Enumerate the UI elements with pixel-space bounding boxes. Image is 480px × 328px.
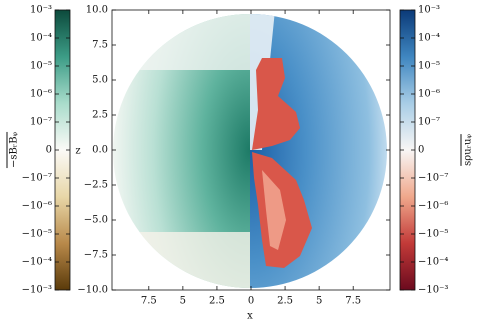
colorbar-tick-label: 10⁻⁵	[418, 61, 440, 72]
colorbar-tick-label: −10⁻⁷	[418, 173, 448, 184]
y-tick-label: 5.0	[92, 75, 108, 86]
colorbar-tick-label: 10⁻⁶	[418, 89, 440, 100]
colorbar-label: sρuᵣuᵩ	[463, 134, 474, 166]
colorbar-tick-label: −10⁻³	[418, 285, 448, 296]
y-tick-label: 10.0	[86, 5, 108, 16]
colorbar-tick-label: −10⁻⁷	[22, 173, 52, 184]
red-plume-light	[262, 170, 286, 250]
red-plume-top	[252, 58, 300, 150]
colorbar-tick-label: 10⁻⁷	[30, 117, 52, 128]
colorbar-label: −sBᵣBᵩ	[9, 131, 20, 168]
y-tick-label: −7.5	[84, 250, 108, 261]
colorbar-tick-label: 10⁻³	[418, 5, 440, 16]
y-tick-label: −5.0	[84, 215, 108, 226]
x-tick-label: 0	[248, 296, 254, 307]
x-tick-label: 7.5	[141, 296, 157, 307]
x-tick-label: 2.5	[209, 296, 225, 307]
x-tick-label: 5	[180, 296, 186, 307]
x-tick-label: 5	[316, 296, 322, 307]
colorbar-tick-label: 10⁻⁴	[30, 33, 52, 44]
x-tick-label: 7.5	[345, 296, 361, 307]
colorbar-tick-label: 10⁻⁷	[418, 117, 440, 128]
y-tick-label: −10.0	[77, 285, 108, 296]
y-axis-label: z	[75, 146, 80, 157]
field-image	[113, 14, 387, 288]
colorbar-tick-label: −10⁻⁶	[418, 201, 448, 212]
colorbar-tick-label: −10⁻⁴	[22, 257, 52, 268]
y-tick-label: −2.5	[84, 180, 108, 191]
colorbar-tick-label: −10⁻³	[22, 285, 52, 296]
colorbar-tick-label: −10⁻⁴	[418, 257, 448, 268]
colorbar-tick-label: −10⁻⁵	[418, 229, 448, 240]
colorbar-tick-label: 10⁻⁶	[30, 89, 52, 100]
y-tick-label: 0.0	[92, 145, 108, 156]
colorbar-tick-label: 10⁻⁴	[418, 33, 440, 44]
x-tick-label: 2.5	[277, 296, 293, 307]
y-tick-label: 7.5	[92, 40, 108, 51]
colorbar-tick-label: 10⁻³	[30, 5, 52, 16]
colorbar-tick-label: 0	[46, 145, 52, 156]
colorbar-tick-label: −10⁻⁵	[22, 229, 52, 240]
colorbar-tick-label: 10⁻⁵	[30, 61, 52, 72]
colorbar-tick-label: −10⁻⁶	[22, 201, 52, 212]
y-tick-label: 2.5	[92, 110, 108, 121]
x-axis-label: x	[247, 311, 253, 322]
left-field-rim	[113, 232, 250, 288]
left-field-rim	[113, 14, 250, 70]
colorbar-tick-label: 0	[418, 145, 424, 156]
